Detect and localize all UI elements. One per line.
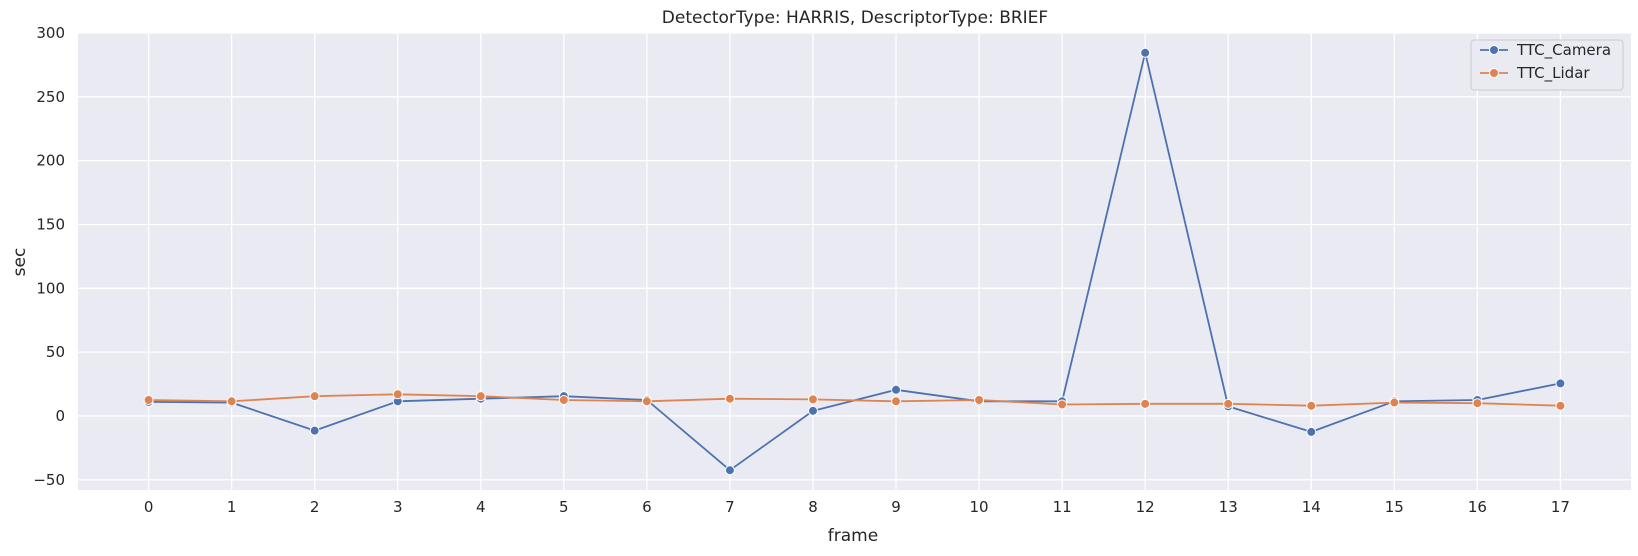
plot-area <box>78 33 1631 490</box>
data-point <box>724 465 735 476</box>
y-axis-label: sec <box>10 248 30 277</box>
y-tick-label: 150 <box>36 215 65 233</box>
data-point <box>891 396 902 407</box>
x-tick-label: 14 <box>1302 498 1321 516</box>
legend-label: TTC_Lidar <box>1516 64 1590 83</box>
y-tick-label: 0 <box>55 407 65 425</box>
x-tick-label: 15 <box>1385 498 1404 516</box>
data-point <box>724 393 735 404</box>
data-point <box>309 391 320 402</box>
data-point <box>392 389 403 400</box>
data-point <box>974 395 985 406</box>
y-tick-label: 100 <box>36 279 65 297</box>
x-tick-label: 12 <box>1136 498 1155 516</box>
x-tick-label: 2 <box>310 498 320 516</box>
x-tick-label: 16 <box>1468 498 1487 516</box>
x-tick-label: 17 <box>1551 498 1570 516</box>
data-point <box>1389 397 1400 408</box>
x-axis-label: frame <box>828 526 878 546</box>
data-point <box>1223 398 1234 409</box>
y-tick-label: 50 <box>46 343 65 361</box>
x-axis-ticks: 0 1 2 3 4 5 6 7 8 9 10 11 12 13 14 15 16 17 <box>144 498 1570 516</box>
data-point <box>558 395 569 406</box>
legend-marker <box>1489 45 1499 55</box>
data-point <box>1472 398 1483 409</box>
x-tick-label: 8 <box>808 498 818 516</box>
data-point <box>1306 426 1317 437</box>
x-tick-label: 3 <box>393 498 403 516</box>
legend-box <box>1470 39 1624 91</box>
data-point <box>1140 47 1151 58</box>
legend-entry: TTC_Camera <box>1480 41 1611 60</box>
x-tick-label: 7 <box>725 498 735 516</box>
y-axis-ticks: −50 0 50 100 150 200 250 300 <box>33 24 65 489</box>
series-group <box>143 47 1566 476</box>
y-tick-label: 250 <box>36 88 65 106</box>
data-point <box>226 396 237 407</box>
x-tick-label: 0 <box>144 498 154 516</box>
data-point <box>1555 400 1566 411</box>
x-tick-label: 9 <box>891 498 901 516</box>
data-point <box>309 425 320 436</box>
data-point <box>807 394 818 405</box>
x-tick-label: 10 <box>970 498 989 516</box>
data-point <box>807 405 818 416</box>
y-tick-label: 200 <box>36 152 65 170</box>
data-point <box>1057 399 1068 410</box>
data-point <box>891 384 902 395</box>
legend-marker <box>1489 68 1499 78</box>
x-tick-label: 5 <box>559 498 569 516</box>
legend: TTC_Camera TTC_Lidar <box>1470 39 1624 91</box>
x-tick-label: 6 <box>642 498 652 516</box>
legend-label: TTC_Camera <box>1516 41 1611 60</box>
series-line <box>148 393 1561 407</box>
data-point <box>475 391 486 402</box>
series-TTC_Lidar <box>143 389 1566 411</box>
legend-entry: TTC_Lidar <box>1480 64 1590 83</box>
y-tick-label: −50 <box>33 471 65 489</box>
x-tick-label: 11 <box>1053 498 1072 516</box>
data-point <box>143 395 154 406</box>
x-tick-label: 4 <box>476 498 486 516</box>
y-tick-label: 300 <box>36 24 65 42</box>
data-point <box>641 396 652 407</box>
x-tick-label: 1 <box>227 498 237 516</box>
data-point <box>1555 378 1566 389</box>
grid <box>78 32 1631 490</box>
x-tick-label: 13 <box>1219 498 1238 516</box>
data-point <box>1306 400 1317 411</box>
chart-title: DetectorType: HARRIS, DescriptorType: BR… <box>662 8 1048 28</box>
data-point <box>1140 398 1151 409</box>
